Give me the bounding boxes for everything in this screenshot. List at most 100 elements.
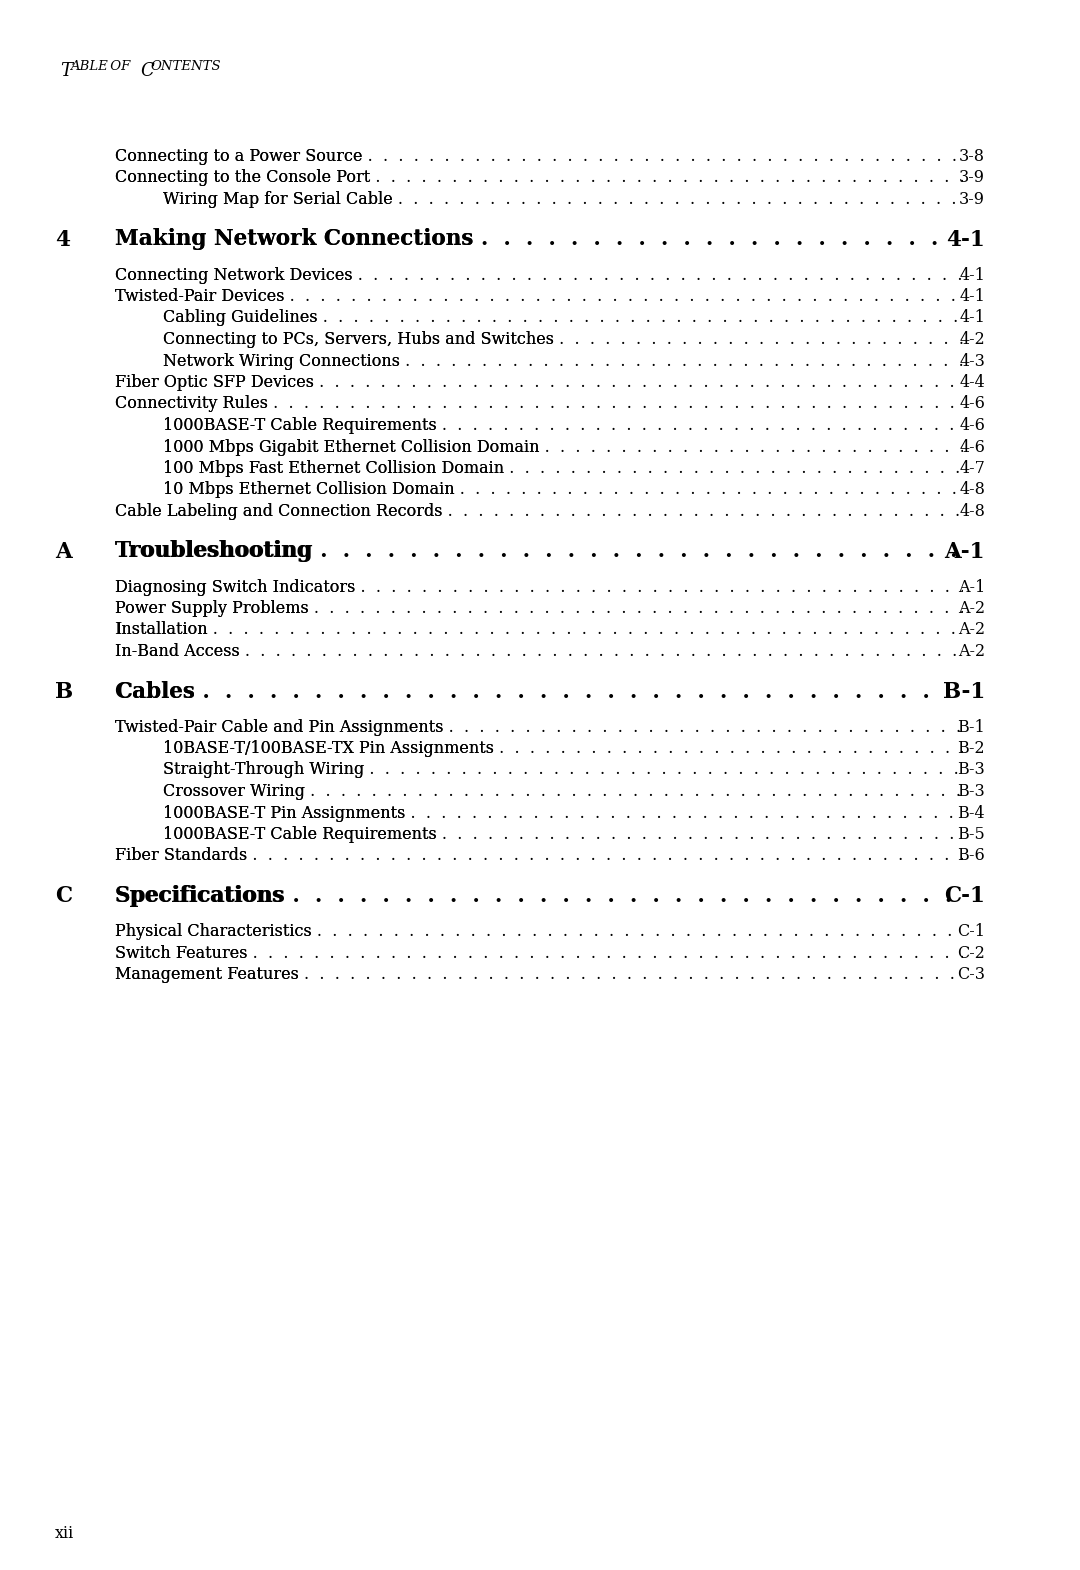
Text: Connecting to a Power Source: Connecting to a Power Source — [114, 148, 363, 165]
Text: 1000BASE-T Cable Requirements: 1000BASE-T Cable Requirements — [163, 826, 436, 843]
Text: Cabling Guidelines .  .  .  .  .  .  .  .  .  .  .  .  .  .  .  .  .  .  .  .  .: Cabling Guidelines . . . . . . . . . . .… — [163, 309, 1080, 327]
Text: 4-8: 4-8 — [959, 482, 985, 499]
Text: 1000 Mbps Gigabit Ethernet Collision Domain: 1000 Mbps Gigabit Ethernet Collision Dom… — [163, 438, 540, 455]
Text: A-1: A-1 — [958, 578, 985, 595]
Text: ABLE: ABLE — [70, 61, 108, 74]
Text: 1000 Mbps Gigabit Ethernet Collision Domain .  .  .  .  .  .  .  .  .  .  .  .  : 1000 Mbps Gigabit Ethernet Collision Dom… — [163, 438, 1080, 455]
Text: Crossover Wiring: Crossover Wiring — [163, 783, 305, 801]
Text: Crossover Wiring .  .  .  .  .  .  .  .  .  .  .  .  .  .  .  .  .  .  .  .  .  : Crossover Wiring . . . . . . . . . . . .… — [163, 783, 1080, 801]
Text: 4-1: 4-1 — [946, 229, 985, 251]
Text: 4-6: 4-6 — [959, 438, 985, 455]
Text: Network Wiring Connections: Network Wiring Connections — [163, 353, 400, 369]
Text: 1000BASE-T Pin Assignments: 1000BASE-T Pin Assignments — [163, 804, 405, 821]
Text: Connecting to the Console Port .  .  .  .  .  .  .  .  .  .  .  .  .  .  .  .  .: Connecting to the Console Port . . . . .… — [114, 170, 1080, 187]
Text: B: B — [55, 680, 73, 702]
Text: T: T — [60, 61, 72, 80]
Text: A-1: A-1 — [945, 540, 985, 562]
Text: xii: xii — [55, 1524, 75, 1542]
Text: Connectivity Rules: Connectivity Rules — [114, 396, 268, 413]
Text: B-4: B-4 — [957, 804, 985, 821]
Text: 10 Mbps Ethernet Collision Domain .  .  .  .  .  .  .  .  .  .  .  .  .  .  .  .: 10 Mbps Ethernet Collision Domain . . . … — [163, 482, 1080, 499]
Text: 4-2: 4-2 — [959, 331, 985, 349]
Text: Making Network Connections: Making Network Connections — [114, 229, 473, 251]
Text: 3-8: 3-8 — [959, 148, 985, 165]
Text: 4: 4 — [55, 229, 70, 251]
Text: Twisted-Pair Devices .  .  .  .  .  .  .  .  .  .  .  .  .  .  .  .  .  .  .  . : Twisted-Pair Devices . . . . . . . . . .… — [114, 287, 1080, 305]
Text: Network Wiring Connections .  .  .  .  .  .  .  .  .  .  .  .  .  .  .  .  .  . : Network Wiring Connections . . . . . . .… — [163, 353, 1080, 369]
Text: A: A — [55, 540, 71, 562]
Text: 4-6: 4-6 — [959, 396, 985, 413]
Text: Power Supply Problems .  .  .  .  .  .  .  .  .  .  .  .  .  .  .  .  .  .  .  .: Power Supply Problems . . . . . . . . . … — [114, 600, 1080, 617]
Text: Specifications: Specifications — [114, 885, 285, 907]
Text: Troubleshooting .  .  .  .  .  .  .  .  .  .  .  .  .  .  .  .  .  .  .  .  .  .: Troubleshooting . . . . . . . . . . . . … — [114, 540, 1080, 562]
Text: Cable Labeling and Connection Records: Cable Labeling and Connection Records — [114, 502, 443, 520]
Text: B-5: B-5 — [957, 826, 985, 843]
Text: B-1: B-1 — [943, 680, 985, 702]
Text: 4-1: 4-1 — [959, 309, 985, 327]
Text: In-Band Access .  .  .  .  .  .  .  .  .  .  .  .  .  .  .  .  .  .  .  .  .  . : In-Band Access . . . . . . . . . . . . .… — [114, 644, 1080, 659]
Text: Switch Features: Switch Features — [114, 945, 247, 961]
Text: 100 Mbps Fast Ethernet Collision Domain .  .  .  .  .  .  .  .  .  .  .  .  .  .: 100 Mbps Fast Ethernet Collision Domain … — [163, 460, 1080, 477]
Text: Power Supply Problems: Power Supply Problems — [114, 600, 309, 617]
Text: 1000BASE-T Cable Requirements .  .  .  .  .  .  .  .  .  .  .  .  .  .  .  .  . : 1000BASE-T Cable Requirements . . . . . … — [163, 418, 1080, 433]
Text: 4-1: 4-1 — [959, 267, 985, 284]
Text: 4-3: 4-3 — [959, 353, 985, 369]
Text: Diagnosing Switch Indicators .  .  .  .  .  .  .  .  .  .  .  .  .  .  .  .  .  : Diagnosing Switch Indicators . . . . . .… — [114, 578, 1080, 595]
Text: 1000BASE-T Cable Requirements .  .  .  .  .  .  .  .  .  .  .  .  .  .  .  .  . : 1000BASE-T Cable Requirements . . . . . … — [163, 826, 1080, 843]
Text: Connectivity Rules .  .  .  .  .  .  .  .  .  .  .  .  .  .  .  .  .  .  .  .  .: Connectivity Rules . . . . . . . . . . .… — [114, 396, 1080, 413]
Text: Connecting Network Devices .  .  .  .  .  .  .  .  .  .  .  .  .  .  .  .  .  . : Connecting Network Devices . . . . . . .… — [114, 267, 1080, 284]
Text: Cable Labeling and Connection Records .  .  .  .  .  .  .  .  .  .  .  .  .  .  : Cable Labeling and Connection Records . … — [114, 502, 1080, 520]
Text: 10BASE-T/100BASE-TX Pin Assignments .  .  .  .  .  .  .  .  .  .  .  .  .  .  . : 10BASE-T/100BASE-TX Pin Assignments . . … — [163, 739, 1080, 757]
Text: Fiber Optic SFP Devices .  .  .  .  .  .  .  .  .  .  .  .  .  .  .  .  .  .  . : Fiber Optic SFP Devices . . . . . . . . … — [114, 374, 1080, 391]
Text: 3-9: 3-9 — [959, 192, 985, 207]
Text: Diagnosing Switch Indicators: Diagnosing Switch Indicators — [114, 578, 355, 595]
Text: B-2: B-2 — [957, 739, 985, 757]
Text: 100 Mbps Fast Ethernet Collision Domain: 100 Mbps Fast Ethernet Collision Domain — [163, 460, 504, 477]
Text: B-3: B-3 — [957, 783, 985, 801]
Text: Connecting to PCs, Servers, Hubs and Switches: Connecting to PCs, Servers, Hubs and Swi… — [163, 331, 554, 349]
Text: In-Band Access: In-Band Access — [114, 644, 240, 659]
Text: Cabling Guidelines: Cabling Guidelines — [163, 309, 318, 327]
Text: Fiber Standards .  .  .  .  .  .  .  .  .  .  .  .  .  .  .  .  .  .  .  .  .  .: Fiber Standards . . . . . . . . . . . . … — [114, 848, 1080, 865]
Text: OF: OF — [106, 61, 135, 74]
Text: Troubleshooting: Troubleshooting — [114, 540, 312, 562]
Text: Connecting to the Console Port: Connecting to the Console Port — [114, 170, 370, 187]
Text: 1000BASE-T Cable Requirements: 1000BASE-T Cable Requirements — [163, 418, 436, 433]
Text: Installation .  .  .  .  .  .  .  .  .  .  .  .  .  .  .  .  .  .  .  .  .  .  .: Installation . . . . . . . . . . . . . .… — [114, 622, 1080, 639]
Text: Connecting Network Devices: Connecting Network Devices — [114, 267, 353, 284]
Text: Specifications .  .  .  .  .  .  .  .  .  .  .  .  .  .  .  .  .  .  .  .  .  . : Specifications . . . . . . . . . . . . .… — [114, 885, 1080, 907]
Text: Straight-Through Wiring .  .  .  .  .  .  .  .  .  .  .  .  .  .  .  .  .  .  . : Straight-Through Wiring . . . . . . . . … — [163, 761, 1080, 779]
Text: Cables .  .  .  .  .  .  .  .  .  .  .  .  .  .  .  .  .  .  .  .  .  .  .  .  .: Cables . . . . . . . . . . . . . . . . .… — [114, 680, 1080, 702]
Text: 4-8: 4-8 — [959, 502, 985, 520]
Text: Wiring Map for Serial Cable: Wiring Map for Serial Cable — [163, 192, 393, 207]
Text: Management Features .  .  .  .  .  .  .  .  .  .  .  .  .  .  .  .  .  .  .  .  : Management Features . . . . . . . . . . … — [114, 966, 1080, 983]
Text: Physical Characteristics: Physical Characteristics — [114, 923, 312, 940]
Text: Wiring Map for Serial Cable .  .  .  .  .  .  .  .  .  .  .  .  .  .  .  .  .  .: Wiring Map for Serial Cable . . . . . . … — [163, 192, 1080, 207]
Text: Physical Characteristics .  .  .  .  .  .  .  .  .  .  .  .  .  .  .  .  .  .  .: Physical Characteristics . . . . . . . .… — [114, 923, 1080, 940]
Text: Twisted-Pair Devices: Twisted-Pair Devices — [114, 287, 284, 305]
Text: B-6: B-6 — [957, 848, 985, 865]
Text: B-1: B-1 — [957, 719, 985, 735]
Text: ONTENTS: ONTENTS — [150, 61, 220, 74]
Text: B-3: B-3 — [957, 761, 985, 779]
Text: Twisted-Pair Cable and Pin Assignments: Twisted-Pair Cable and Pin Assignments — [114, 719, 444, 735]
Text: 4-7: 4-7 — [959, 460, 985, 477]
Text: A-2: A-2 — [958, 600, 985, 617]
Text: Making Network Connections .  .  .  .  .  .  .  .  .  .  .  .  .  .  .  .  .  . : Making Network Connections . . . . . . .… — [114, 229, 1080, 251]
Text: 1000BASE-T Pin Assignments .  .  .  .  .  .  .  .  .  .  .  .  .  .  .  .  .  . : 1000BASE-T Pin Assignments . . . . . . .… — [163, 804, 1080, 821]
Text: Installation: Installation — [114, 622, 207, 639]
Text: Twisted-Pair Cable and Pin Assignments .  .  .  .  .  .  .  .  .  .  .  .  .  . : Twisted-Pair Cable and Pin Assignments .… — [114, 719, 1080, 735]
Text: Connecting to PCs, Servers, Hubs and Switches .  .  .  .  .  .  .  .  .  .  .  .: Connecting to PCs, Servers, Hubs and Swi… — [163, 331, 1080, 349]
Text: C-1: C-1 — [944, 885, 985, 907]
Text: 4-1: 4-1 — [959, 287, 985, 305]
Text: Fiber Standards: Fiber Standards — [114, 848, 247, 865]
Text: C-3: C-3 — [957, 966, 985, 983]
Text: A-2: A-2 — [958, 644, 985, 659]
Text: C: C — [140, 61, 153, 80]
Text: 10BASE-T/100BASE-TX Pin Assignments: 10BASE-T/100BASE-TX Pin Assignments — [163, 739, 494, 757]
Text: Cables: Cables — [114, 680, 194, 702]
Text: Connecting to a Power Source .  .  .  .  .  .  .  .  .  .  .  .  .  .  .  .  .  : Connecting to a Power Source . . . . . .… — [114, 148, 1080, 165]
Text: Fiber Optic SFP Devices: Fiber Optic SFP Devices — [114, 374, 314, 391]
Text: Straight-Through Wiring: Straight-Through Wiring — [163, 761, 364, 779]
Text: Management Features: Management Features — [114, 966, 299, 983]
